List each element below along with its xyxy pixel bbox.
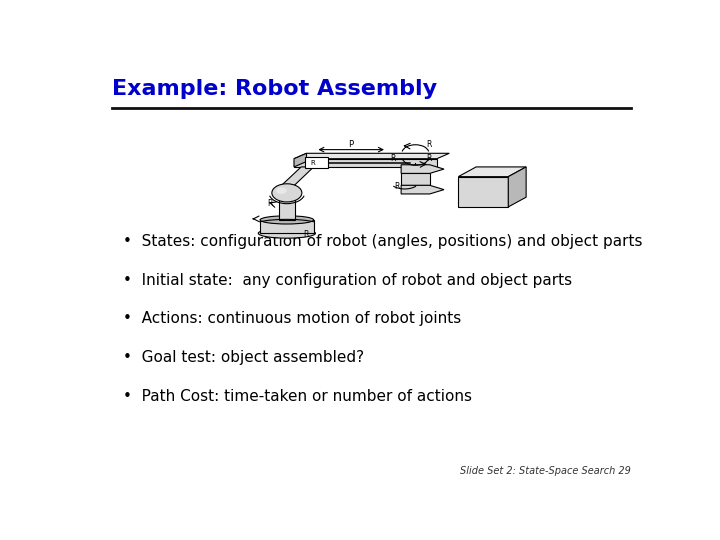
Text: Slide Set 2: State-Space Search 29: Slide Set 2: State-Space Search 29 [460,465,631,476]
Text: •  Path Cost: time-taken or number of actions: • Path Cost: time-taken or number of act… [124,389,472,404]
Text: Example: Robot Assembly: Example: Robot Assembly [112,79,438,99]
Text: •  Actions: continuous motion of robot joints: • Actions: continuous motion of robot jo… [124,312,462,326]
Text: •  Initial state:  any configuration of robot and object parts: • Initial state: any configuration of ro… [124,273,572,288]
Text: •  Goal test: object assembled?: • Goal test: object assembled? [124,350,364,365]
Text: •  States: configuration of robot (angles, positions) and object parts: • States: configuration of robot (angles… [124,234,643,249]
